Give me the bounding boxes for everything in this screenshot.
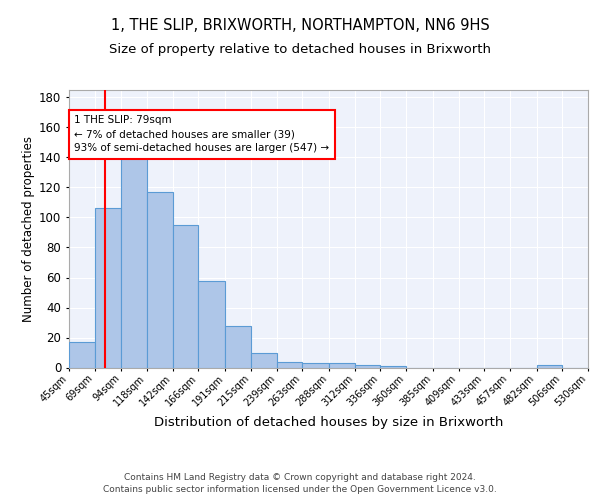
Bar bbox=[380, 366, 406, 368]
Bar bbox=[95, 208, 121, 368]
Text: Size of property relative to detached houses in Brixworth: Size of property relative to detached ho… bbox=[109, 42, 491, 56]
Bar bbox=[225, 326, 251, 368]
Bar bbox=[173, 225, 199, 368]
Text: 1, THE SLIP, BRIXWORTH, NORTHAMPTON, NN6 9HS: 1, THE SLIP, BRIXWORTH, NORTHAMPTON, NN6… bbox=[110, 18, 490, 32]
Bar bbox=[355, 364, 380, 368]
Bar bbox=[251, 352, 277, 368]
Bar bbox=[147, 192, 173, 368]
Bar bbox=[302, 363, 329, 368]
Bar bbox=[329, 363, 355, 368]
Text: Contains HM Land Registry data © Crown copyright and database right 2024.
Contai: Contains HM Land Registry data © Crown c… bbox=[103, 472, 497, 494]
Y-axis label: Number of detached properties: Number of detached properties bbox=[22, 136, 35, 322]
Bar bbox=[121, 146, 147, 368]
Bar bbox=[536, 364, 562, 368]
X-axis label: Distribution of detached houses by size in Brixworth: Distribution of detached houses by size … bbox=[154, 416, 503, 430]
Bar bbox=[277, 362, 302, 368]
Bar bbox=[199, 280, 225, 368]
Text: 1 THE SLIP: 79sqm
← 7% of detached houses are smaller (39)
93% of semi-detached : 1 THE SLIP: 79sqm ← 7% of detached house… bbox=[74, 116, 329, 154]
Bar bbox=[69, 342, 95, 367]
